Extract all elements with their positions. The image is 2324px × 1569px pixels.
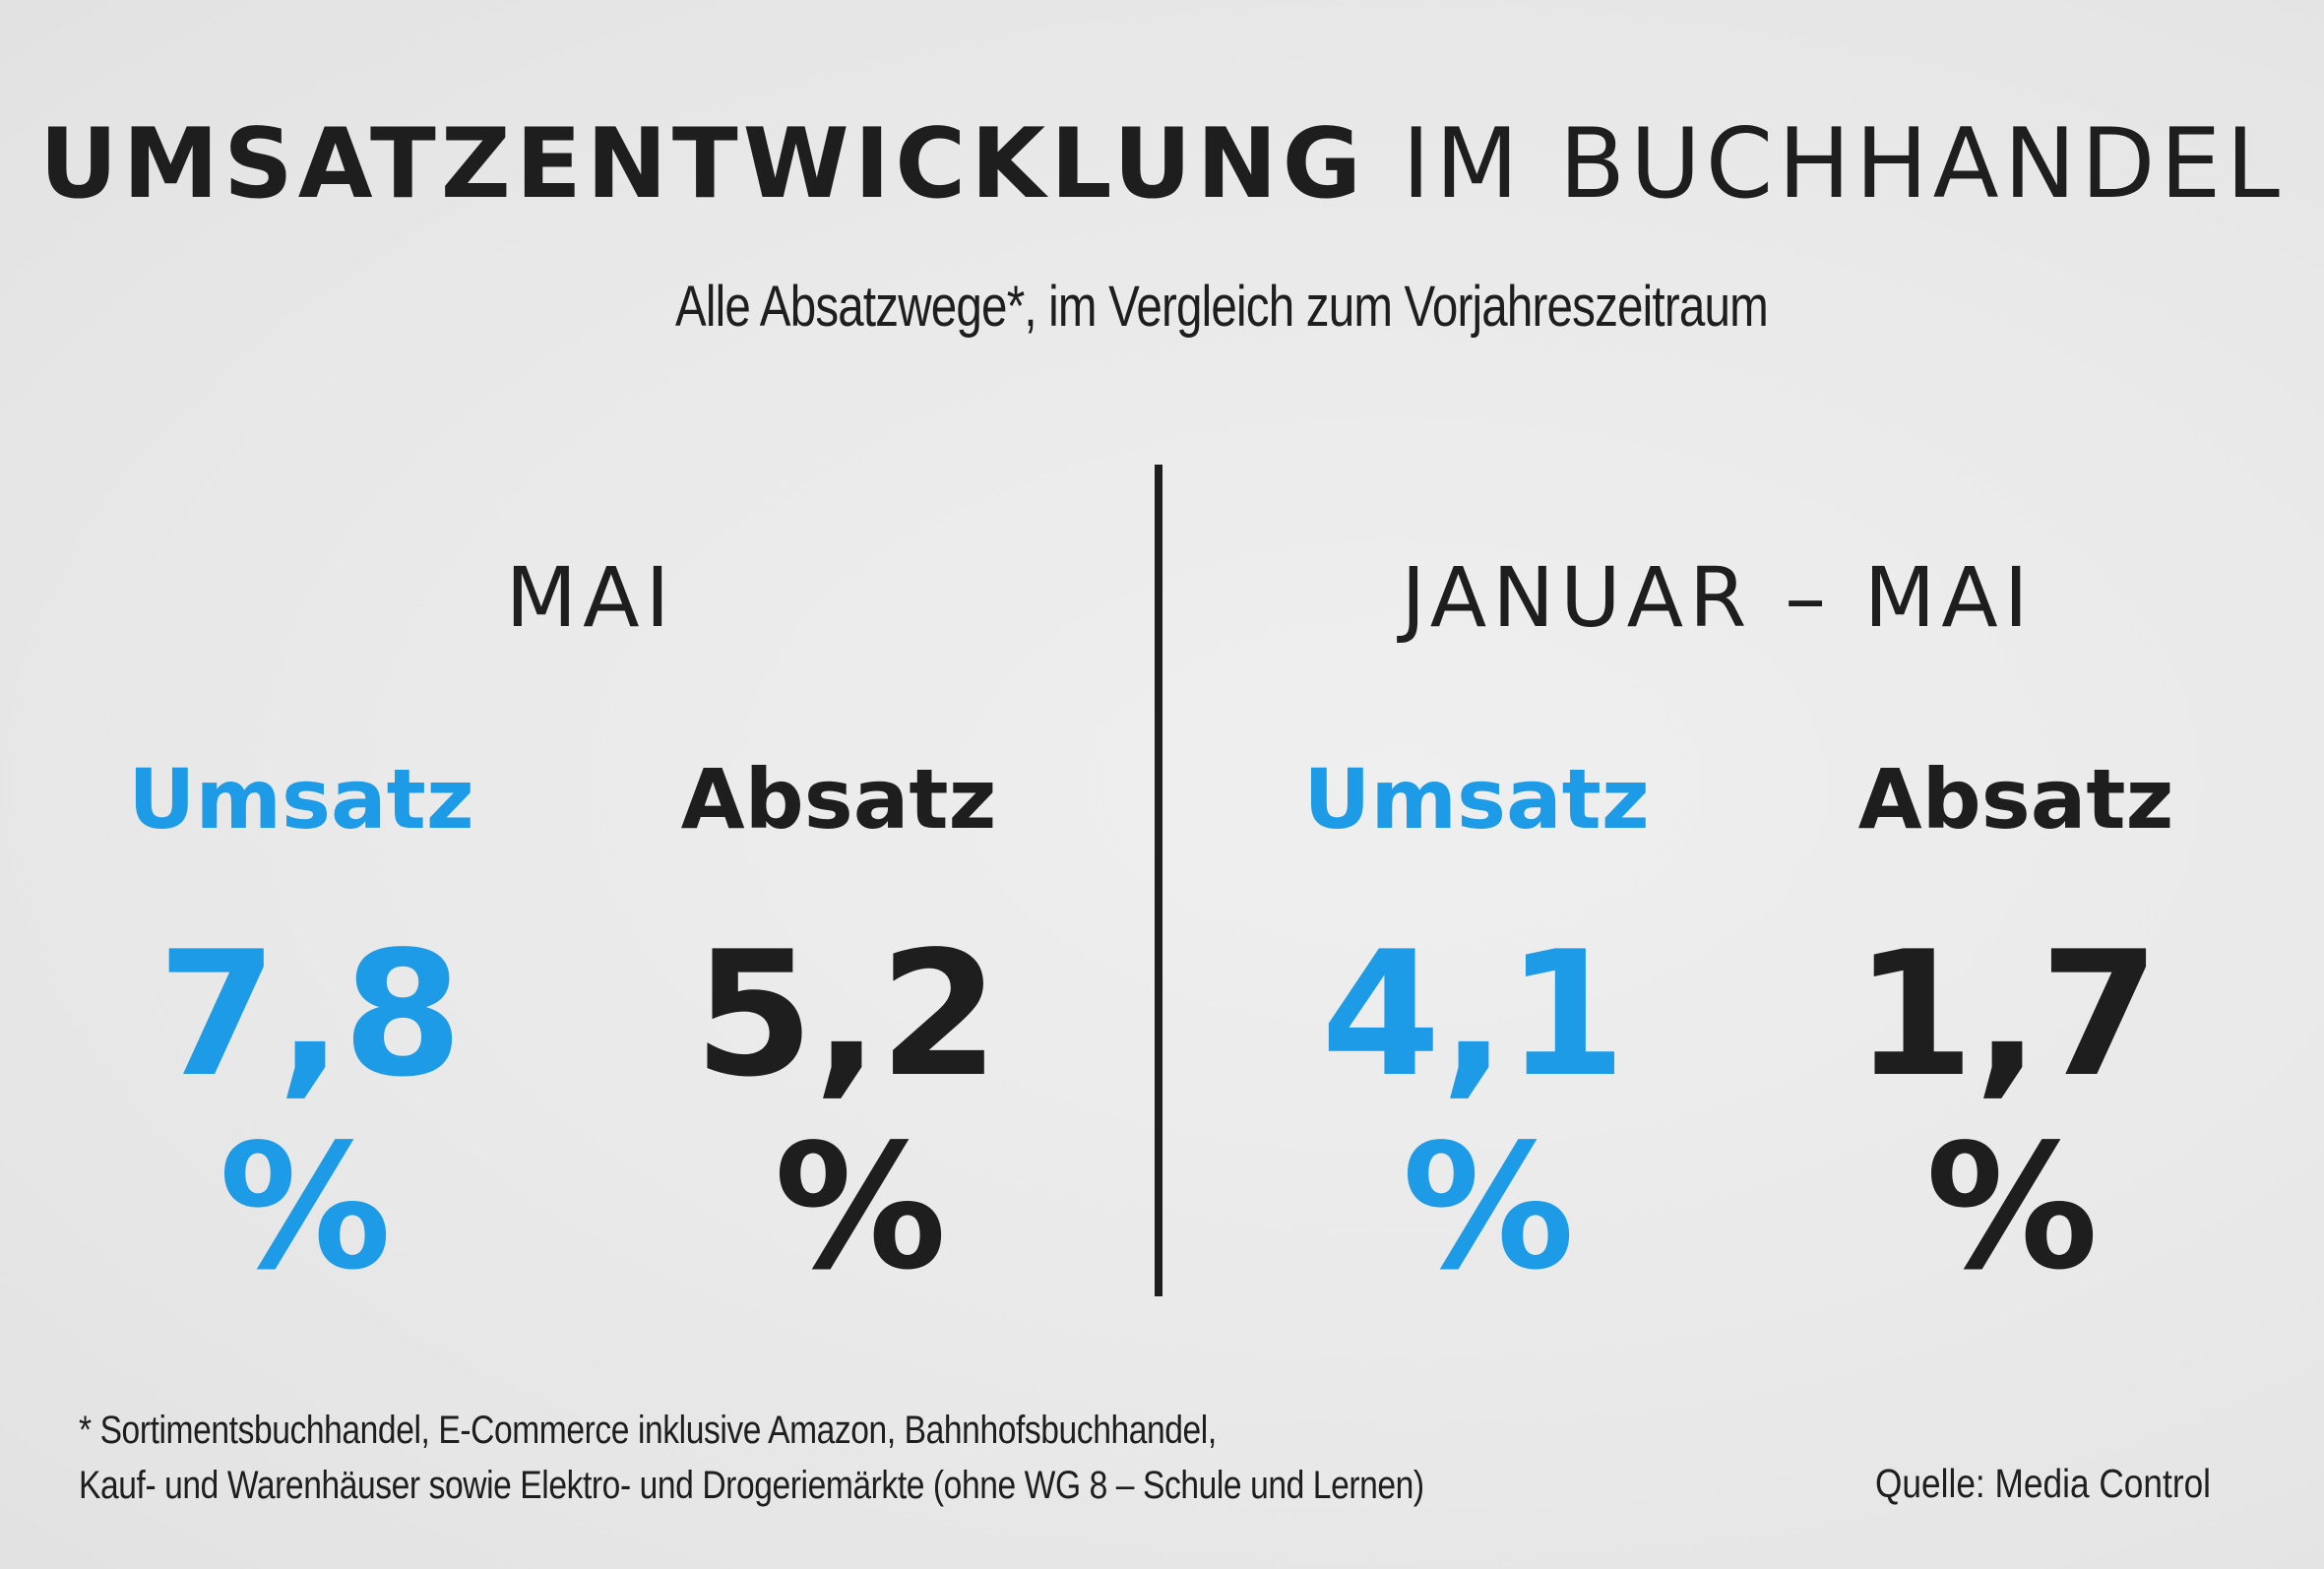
footnote-line-1: * Sortimentsbuchhandel, E-Commerce inklu… [79, 1409, 1217, 1452]
footnote: * Sortimentsbuchhandel, E-Commerce inklu… [79, 1403, 1424, 1513]
period-label-januar-mai: JANUAR – MAI [1401, 549, 2035, 646]
footnote-line-2: Kauf- und Warenhäuser sowie Elektro- und… [79, 1464, 1424, 1507]
source-credit: Quelle: Media Control [1875, 1461, 2212, 1506]
title-light: IM BUCHHANDEL [1402, 108, 2285, 220]
page-title: UMSATZENTWICKLUNG IM BUCHHANDEL [0, 116, 2324, 213]
jan-mai-absatz-percent: % [1925, 1108, 2099, 1308]
jan-mai-umsatz-label: Umsatz [1303, 751, 1650, 847]
mai-umsatz-percent: % [219, 1108, 392, 1308]
jan-mai-absatz-label: Absatz [1857, 751, 2174, 847]
mai-umsatz-value: 7,8 [157, 915, 463, 1115]
section-divider [1155, 465, 1162, 1296]
jan-mai-absatz-value: 1,7 [1853, 915, 2160, 1115]
mai-absatz-percent: % [774, 1108, 947, 1308]
jan-mai-umsatz-percent: % [1402, 1108, 1575, 1308]
mai-absatz-value: 5,2 [693, 915, 999, 1115]
mai-absatz-label: Absatz [680, 751, 997, 847]
period-label-mai: MAI [505, 549, 676, 646]
mai-umsatz-label: Umsatz [128, 751, 474, 847]
subtitle: Alle Absatzwege*, im Vergleich zum Vorja… [675, 275, 1769, 339]
title-bold: UMSATZENTWICKLUNG [39, 108, 1367, 220]
jan-mai-umsatz-value: 4,1 [1320, 915, 1626, 1115]
